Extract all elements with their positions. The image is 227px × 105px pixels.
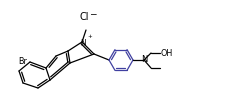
Text: N: N [80,39,86,47]
Text: +: + [87,35,92,39]
Text: −: − [89,9,96,18]
Text: Br: Br [18,58,27,66]
Text: OH: OH [160,49,173,58]
Text: N: N [140,56,147,64]
Text: Cl: Cl [80,12,89,22]
